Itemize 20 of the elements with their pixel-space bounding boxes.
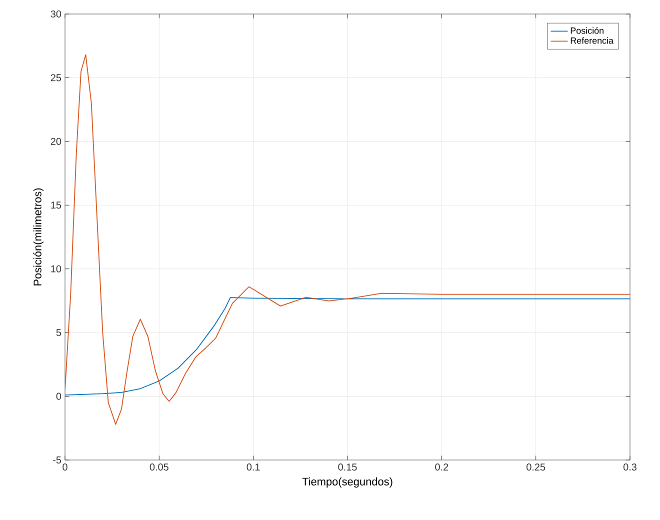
x-tick-label: 0.2	[435, 464, 448, 471]
y-tick-label: 25	[50, 74, 62, 82]
x-tick-label: 0.25	[526, 464, 546, 471]
x-tick-label: 0.05	[150, 464, 168, 471]
x-axis-title: Tiempo(segundos)	[302, 477, 392, 488]
y-tick-label: 10	[51, 265, 62, 272]
x-tick-label: 0.1	[246, 464, 260, 471]
legend-label: Referencia	[570, 37, 614, 44]
y-tick-label: -5	[53, 456, 62, 464]
x-tick-label: 0	[62, 464, 68, 471]
y-axis-title: Posición(milimetros)	[33, 188, 44, 286]
x-tick-label: 0.15	[338, 464, 357, 471]
x-tick-label: 0.3	[623, 464, 636, 471]
y-tick-label: 0	[56, 392, 62, 400]
y-tick-label: 5	[56, 329, 62, 336]
legend-label: Posición	[570, 27, 604, 34]
y-tick-label: 30	[50, 10, 62, 18]
y-tick-label: 15	[51, 202, 62, 209]
line-series	[65, 54, 630, 425]
y-tick-label: 20	[50, 138, 62, 145]
